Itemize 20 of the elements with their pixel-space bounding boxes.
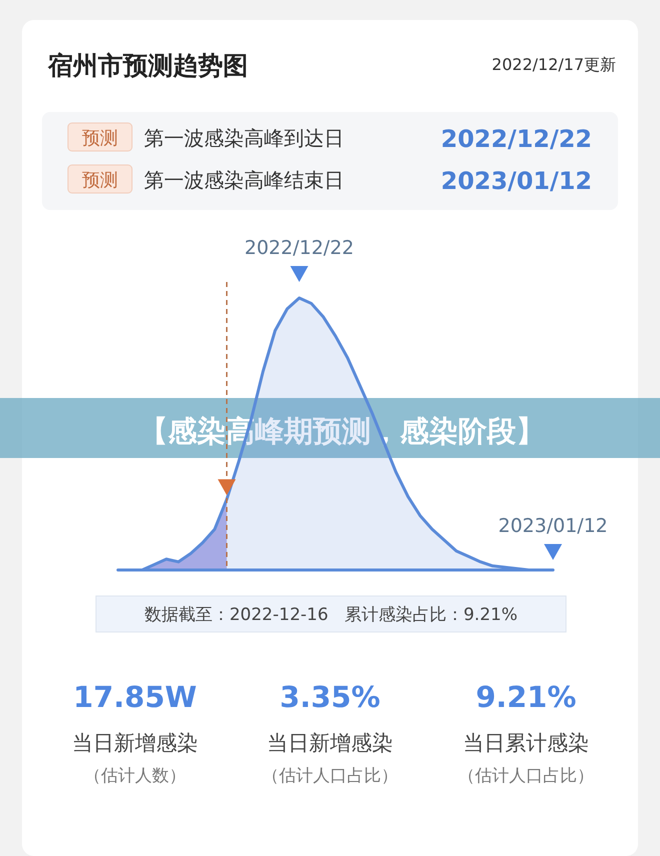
text: （估计人口占比）	[458, 766, 594, 786]
text: 2022/12/22	[244, 237, 354, 259]
text: 第一波感染高峰结束日	[144, 168, 344, 192]
text: 当日累计感染	[463, 731, 589, 755]
text: 17.85W	[73, 680, 197, 714]
text: 9.21%	[476, 680, 576, 714]
text: 数据截至：2022-12-16 累计感染占比：9.21%	[144, 605, 518, 625]
text: 2023/01/12	[440, 167, 592, 195]
text: （估计人口占比）	[262, 766, 398, 786]
text: （估计人数）	[84, 766, 186, 786]
text: 当日新增感染	[72, 731, 198, 755]
annotation: 2023/01/12	[498, 515, 608, 537]
text: 3.35%	[280, 680, 380, 714]
text: 当日新增感染	[267, 731, 393, 755]
text: 预测	[82, 170, 118, 191]
text: 2022/12/22	[440, 125, 592, 153]
chart-subtitle: 2022/12/17更新	[492, 55, 616, 74]
chart-title: 宿州市预测趋势图	[47, 51, 248, 80]
text: 第一波感染高峰到达日	[144, 126, 344, 150]
text: 预测	[82, 128, 118, 149]
